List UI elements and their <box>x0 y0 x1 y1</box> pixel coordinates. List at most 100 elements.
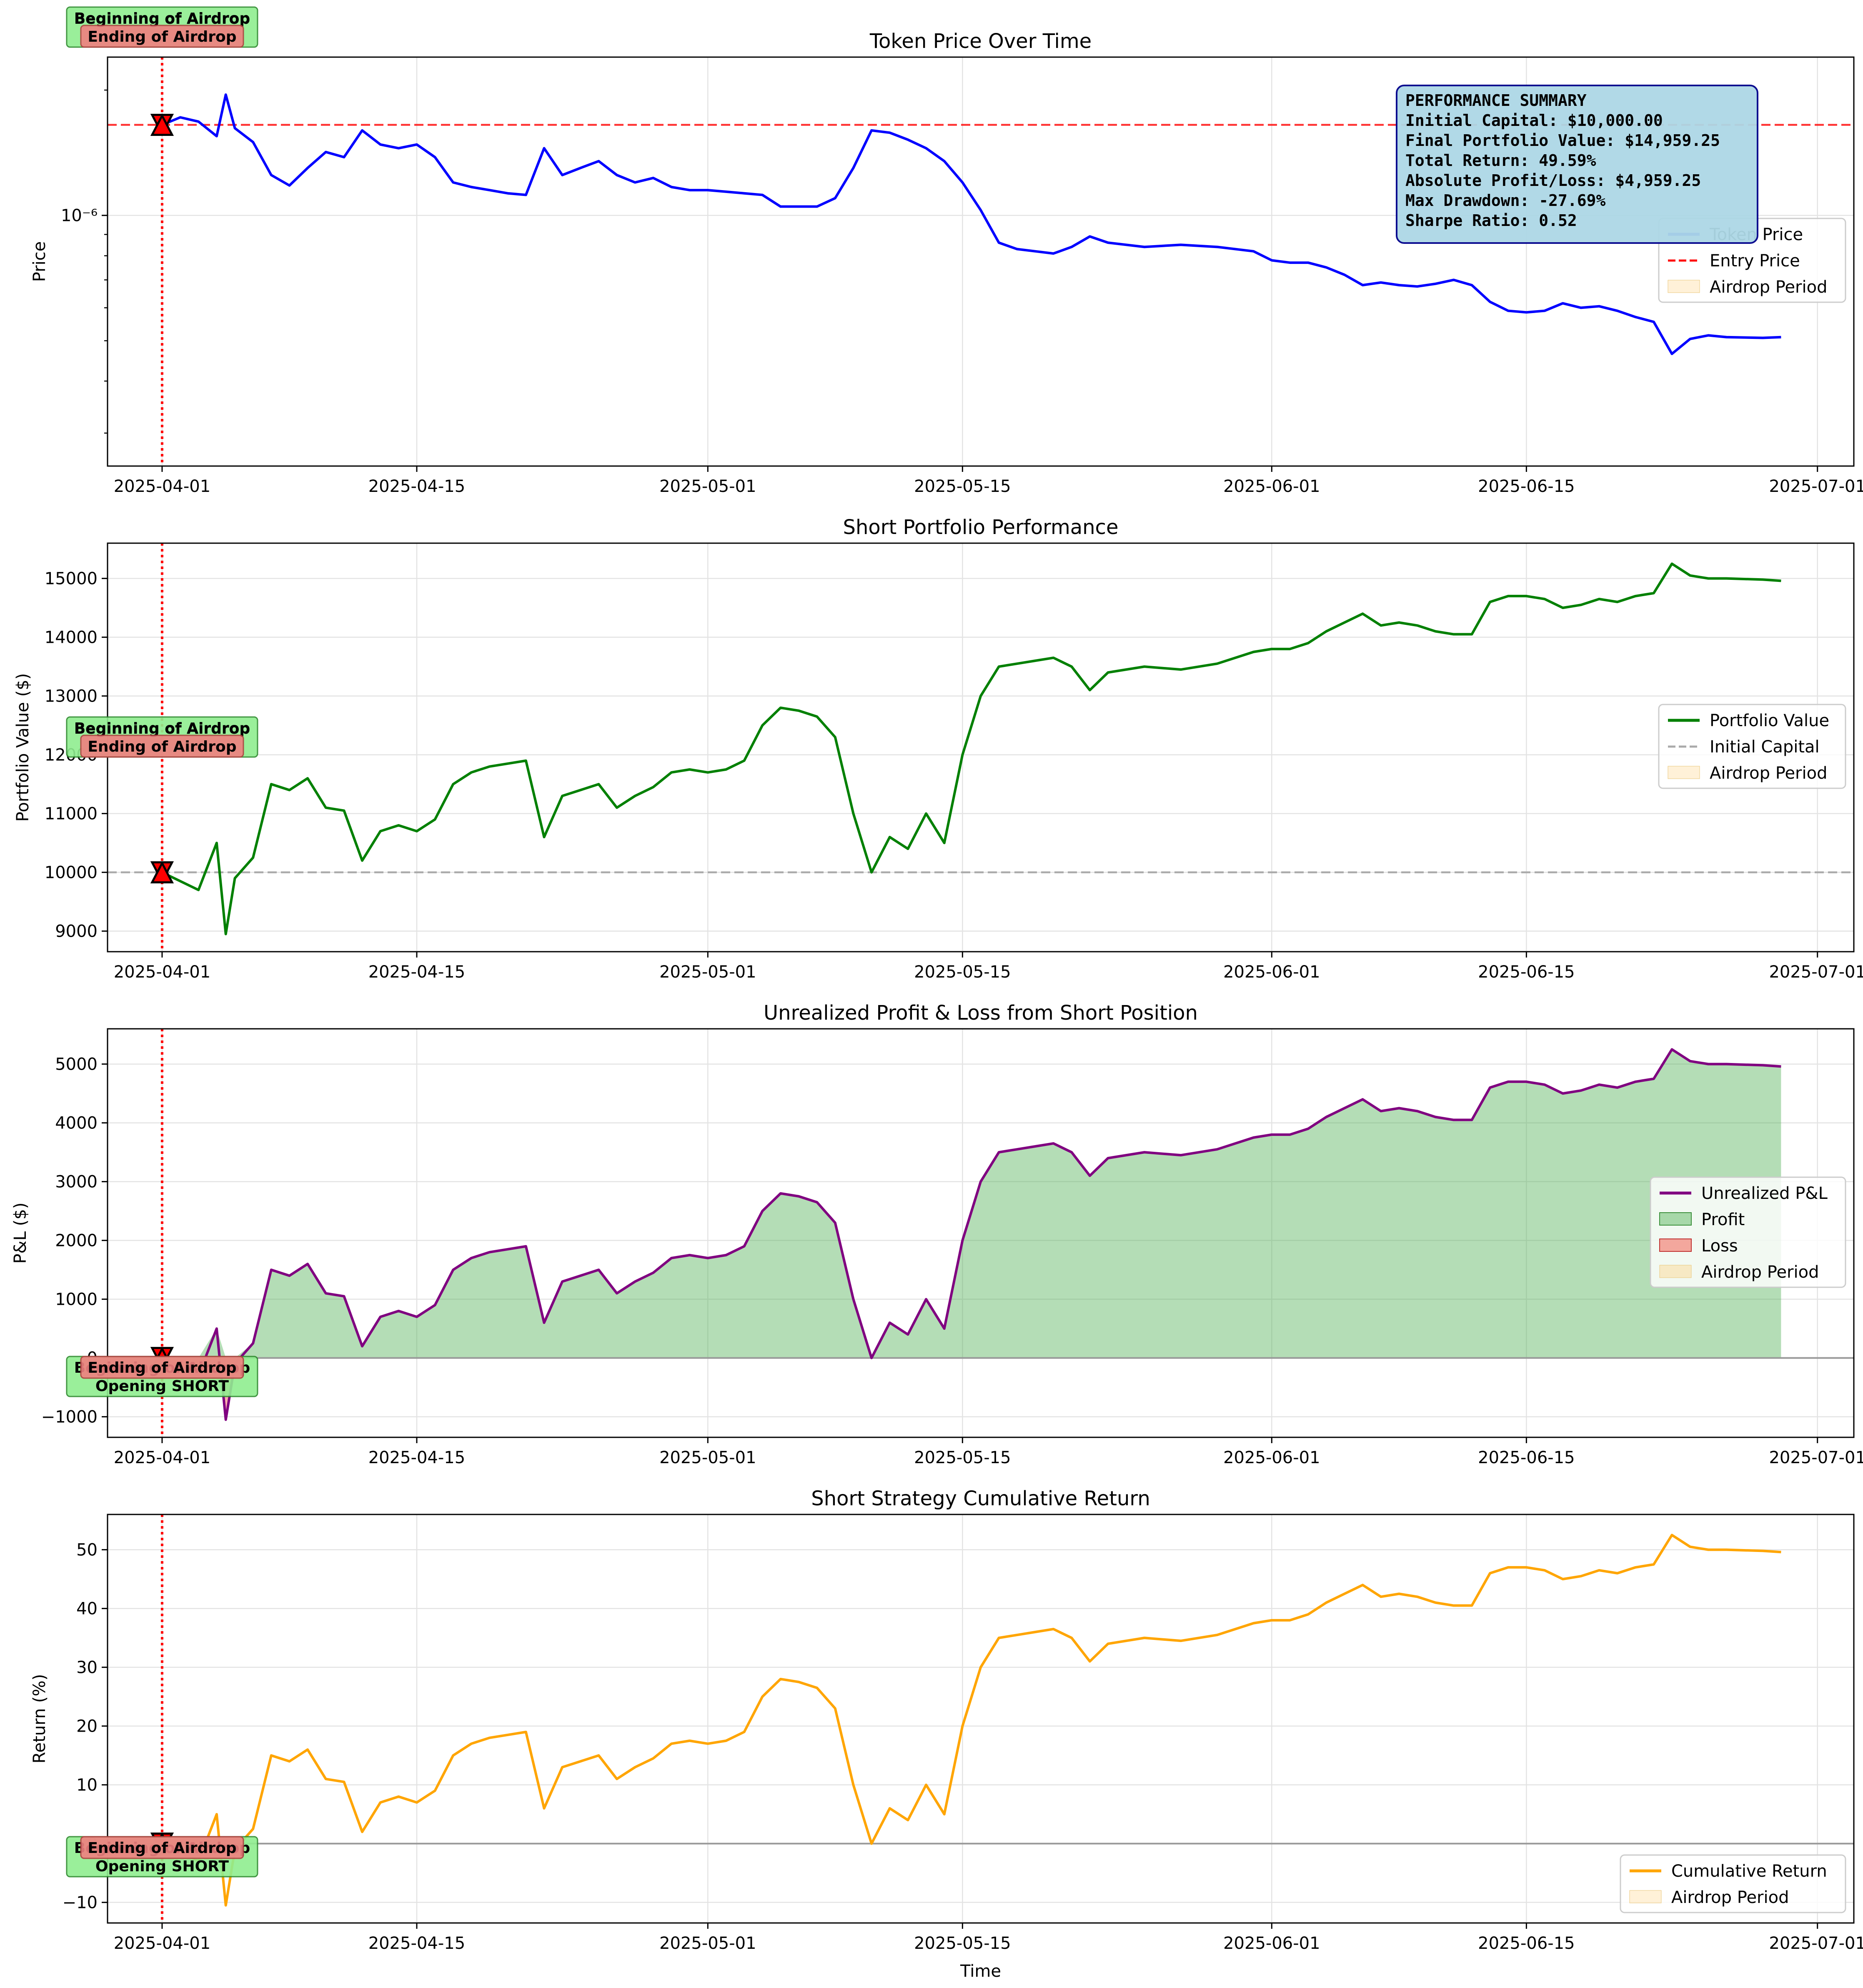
legend-swatch <box>1659 1265 1692 1278</box>
x-tick-label: 2025-05-15 <box>914 477 1011 496</box>
subplot-4: 2025-04-01 2025-04-15 2025-05-01 2025-05-15… <box>30 1487 1863 1953</box>
legend-label: Loss <box>1701 1236 1738 1256</box>
y-tick-label: 1000 <box>55 1290 98 1309</box>
legend-3: Unrealized P&L Profit Loss Airdrop Period <box>1650 1176 1846 1288</box>
series-line-pnl <box>161 1048 1781 1421</box>
summary-line: Initial Capital: $10,000.00 <box>1405 111 1663 130</box>
airdrop-start-marker <box>150 113 174 136</box>
x-tick-label: 2025-07-01 <box>1769 477 1863 496</box>
legend-box <box>1650 1176 1846 1288</box>
summary-line: Absolute Profit/Loss: $4,959.25 <box>1405 171 1701 190</box>
y-axis-label: Return (%) <box>30 1674 49 1764</box>
airdrop-period-swatch <box>1668 766 1700 779</box>
x-tick-label: 2025-05-01 <box>659 477 756 496</box>
x-tick-label: 2025-04-15 <box>368 963 465 982</box>
x-tick-label: 2025-05-01 <box>659 963 756 982</box>
end-airdrop-label-text: Ending of Airdrop <box>88 1359 236 1376</box>
x-tick-label: 2025-04-15 <box>368 1448 465 1467</box>
legend-label: Airdrop Period <box>1671 1888 1789 1907</box>
legend-label: Profit <box>1701 1210 1745 1229</box>
legend-label: Initial Capital <box>1710 737 1820 757</box>
x-tick-label: 2025-07-01 <box>1769 963 1863 982</box>
legend-swatch <box>1668 280 1700 293</box>
airdrop-annotations: Beginning of AirdropOpening SHORTEnding … <box>66 1356 258 1397</box>
x-tick-label: 2025-04-15 <box>368 1934 465 1953</box>
y-tick-label: −1000 <box>41 1408 98 1427</box>
plot-area <box>108 1029 1854 1437</box>
subplot-3: 2025-04-01 2025-04-15 2025-05-01 2025-05-15… <box>11 1001 1863 1467</box>
end-airdrop-label-box <box>80 1356 244 1379</box>
y-tick-label: 5000 <box>55 1055 98 1074</box>
summary-box <box>1396 85 1758 244</box>
x-tick-label: 2025-05-15 <box>914 963 1011 982</box>
subplot-2: 2025-04-01 2025-04-15 2025-05-01 2025-05-15… <box>13 516 1863 982</box>
legend-box <box>1620 1854 1846 1913</box>
legend-swatch <box>1659 1212 1692 1226</box>
x-tick-label: 2025-06-15 <box>1478 1934 1575 1953</box>
axes-frame <box>107 56 1855 467</box>
subplot-title: Short Portfolio Performance <box>843 516 1119 539</box>
y-tick-label: 9000 <box>55 922 98 941</box>
x-tick-label: 2025-06-15 <box>1478 963 1575 982</box>
x-tick-label: 2025-05-01 <box>659 1448 756 1467</box>
y-tick-label: 3000 <box>55 1173 98 1192</box>
x-tick-label: 2025-06-01 <box>1223 1448 1320 1467</box>
end-airdrop-label-text: Ending of Airdrop <box>88 28 236 45</box>
legend-label: Unrealized P&L <box>1701 1184 1828 1203</box>
x-tick-label: 2025-06-01 <box>1223 477 1320 496</box>
loss-swatch <box>1659 1238 1692 1252</box>
x-tick-label: 2025-05-15 <box>914 1448 1011 1467</box>
y-tick-label: 10000 <box>45 863 98 882</box>
legend-2: Portfolio Value Initial Capital Airdrop Pe… <box>1658 704 1846 789</box>
legend-label: Portfolio Value <box>1710 711 1829 730</box>
legend-label: Airdrop Period <box>1701 1263 1819 1282</box>
y-tick-label: 14000 <box>45 628 98 647</box>
x-tick-label: 2025-06-15 <box>1478 1448 1575 1467</box>
legend-label: Cumulative Return <box>1671 1862 1827 1881</box>
summary-title: PERFORMANCE SUMMARY <box>1405 91 1587 110</box>
airdrop-start-marker <box>150 861 174 884</box>
y-tick-label: 20 <box>76 1717 98 1736</box>
subplot-title: Unrealized Profit & Loss from Short Posi… <box>764 1001 1198 1025</box>
summary-line: Final Portfolio Value: $14,959.25 <box>1405 131 1720 150</box>
legend-swatch <box>1668 766 1700 779</box>
profit-swatch <box>1659 1212 1692 1226</box>
summary-line: Sharpe Ratio: 0.52 <box>1405 211 1577 230</box>
x-tick-label: 2025-04-15 <box>368 477 465 496</box>
y-axis-label: Price <box>30 241 49 282</box>
x-tick-label: 2025-07-01 <box>1769 1934 1863 1953</box>
x-tick-label: 2025-04-01 <box>114 1934 210 1953</box>
summary-line: Total Return: 49.59% <box>1405 151 1596 170</box>
x-tick-label: 2025-06-01 <box>1223 1934 1320 1953</box>
begin-airdrop-text: Beginning of Airdrop <box>74 10 250 28</box>
y-tick-label: 50 <box>76 1541 98 1560</box>
airdrop-period-swatch <box>1659 1265 1692 1278</box>
y-tick-label: 2000 <box>55 1231 98 1251</box>
end-airdrop-label: Ending of Airdrop <box>80 1356 244 1379</box>
begin-airdrop-label-text: Beginning of Airdrop <box>74 720 250 737</box>
legend-label: Entry Price <box>1710 251 1800 271</box>
y-tick-label: 10⁻⁶ <box>61 206 98 226</box>
legend-4: Cumulative Return Airdrop Period <box>1620 1854 1846 1913</box>
legend-swatch <box>1659 1238 1692 1252</box>
end-airdrop-label: Ending of Airdrop <box>80 25 244 48</box>
x-tick-label: 2025-04-01 <box>114 477 210 496</box>
y-tick-label: 11000 <box>45 805 98 824</box>
begin-airdrop-label-text: Opening SHORT <box>95 1858 229 1875</box>
series-line-price <box>161 93 1781 355</box>
y-axis-label: P&L ($) <box>11 1203 30 1264</box>
airdrop-period-swatch <box>1629 1890 1662 1903</box>
x-tick-label: 2025-06-01 <box>1223 963 1320 982</box>
axes-frame <box>107 1514 1855 1924</box>
begin-airdrop-label-text: Opening SHORT <box>95 1378 229 1395</box>
begin-airdrop-label-text: Beginning of Airdrop <box>74 10 250 27</box>
subplot-title: Token Price Over Time <box>869 30 1092 53</box>
legend-swatch <box>1629 1890 1662 1903</box>
axes-frame <box>107 1028 1855 1438</box>
legend-box <box>1658 704 1846 789</box>
